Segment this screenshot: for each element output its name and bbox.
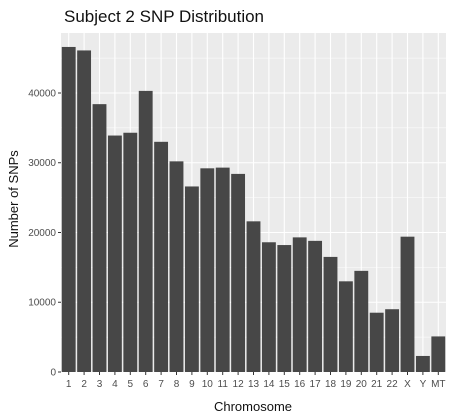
bar-4	[107, 135, 122, 372]
y-tick-label: 20000	[28, 228, 56, 239]
y-axis: 0 10000 20000 30000 40000	[28, 88, 61, 379]
bar-22	[385, 309, 400, 372]
bar-19	[338, 281, 353, 372]
y-axis-title: Number of SNPs	[6, 150, 21, 248]
bar-X	[400, 236, 415, 372]
x-tick-label: Y	[420, 379, 427, 390]
bar-12	[231, 173, 246, 372]
bar-7	[154, 141, 169, 372]
x-tick-label: 9	[189, 379, 195, 390]
x-tick-label: 13	[248, 379, 260, 390]
x-tick-label: 5	[128, 379, 134, 390]
bar-6	[138, 90, 153, 372]
x-axis-title: Chromosome	[214, 399, 292, 414]
bar-Y	[415, 355, 430, 372]
bar-15	[277, 245, 292, 372]
x-tick-label: 8	[174, 379, 180, 390]
bar-MT	[431, 336, 446, 372]
x-tick-label: 18	[325, 379, 337, 390]
bar-3	[92, 104, 107, 373]
x-tick-label: 17	[310, 379, 322, 390]
bar-18	[323, 256, 338, 372]
bar-21	[369, 312, 384, 372]
bar-2	[77, 50, 92, 373]
x-axis: 1 2 3 4 5 6 7 8 9 10 11 12 13 14 15 16 17 18 19 20 21 22 X Y MT	[66, 372, 446, 390]
x-tick-label: 15	[279, 379, 291, 390]
bar-8	[169, 161, 184, 372]
bar-1	[61, 46, 76, 372]
x-tick-label: 21	[371, 379, 383, 390]
x-tick-label: 12	[233, 379, 245, 390]
x-tick-label: 1	[66, 379, 72, 390]
x-tick-label: 7	[158, 379, 164, 390]
x-tick-label: 19	[340, 379, 352, 390]
bar-10	[200, 168, 215, 372]
x-tick-label: 20	[356, 379, 368, 390]
x-tick-label: 11	[218, 379, 229, 390]
y-tick-label: 0	[50, 368, 56, 379]
x-tick-label: 14	[263, 379, 275, 390]
x-tick-label: 2	[81, 379, 87, 390]
bar-9	[184, 186, 199, 372]
bar-14	[261, 242, 276, 372]
bar-5	[123, 132, 138, 372]
bar-20	[354, 270, 369, 372]
chart-title: Subject 2 SNP Distribution	[64, 7, 264, 26]
bar-13	[246, 221, 261, 372]
x-tick-label: 16	[294, 379, 306, 390]
y-tick-label: 40000	[28, 88, 56, 99]
x-tick-label: 6	[143, 379, 149, 390]
x-tick-label: 10	[202, 379, 214, 390]
y-tick-label: 30000	[28, 158, 56, 169]
y-tick-label: 10000	[28, 298, 56, 309]
x-tick-label: MT	[431, 379, 445, 390]
bar-17	[308, 240, 323, 372]
x-tick-label: 4	[112, 379, 118, 390]
bar-16	[292, 237, 307, 372]
bar-11	[215, 167, 230, 372]
x-tick-label: 22	[387, 379, 399, 390]
x-tick-label: X	[404, 379, 411, 390]
bars	[61, 46, 446, 373]
x-tick-label: 3	[97, 379, 103, 390]
